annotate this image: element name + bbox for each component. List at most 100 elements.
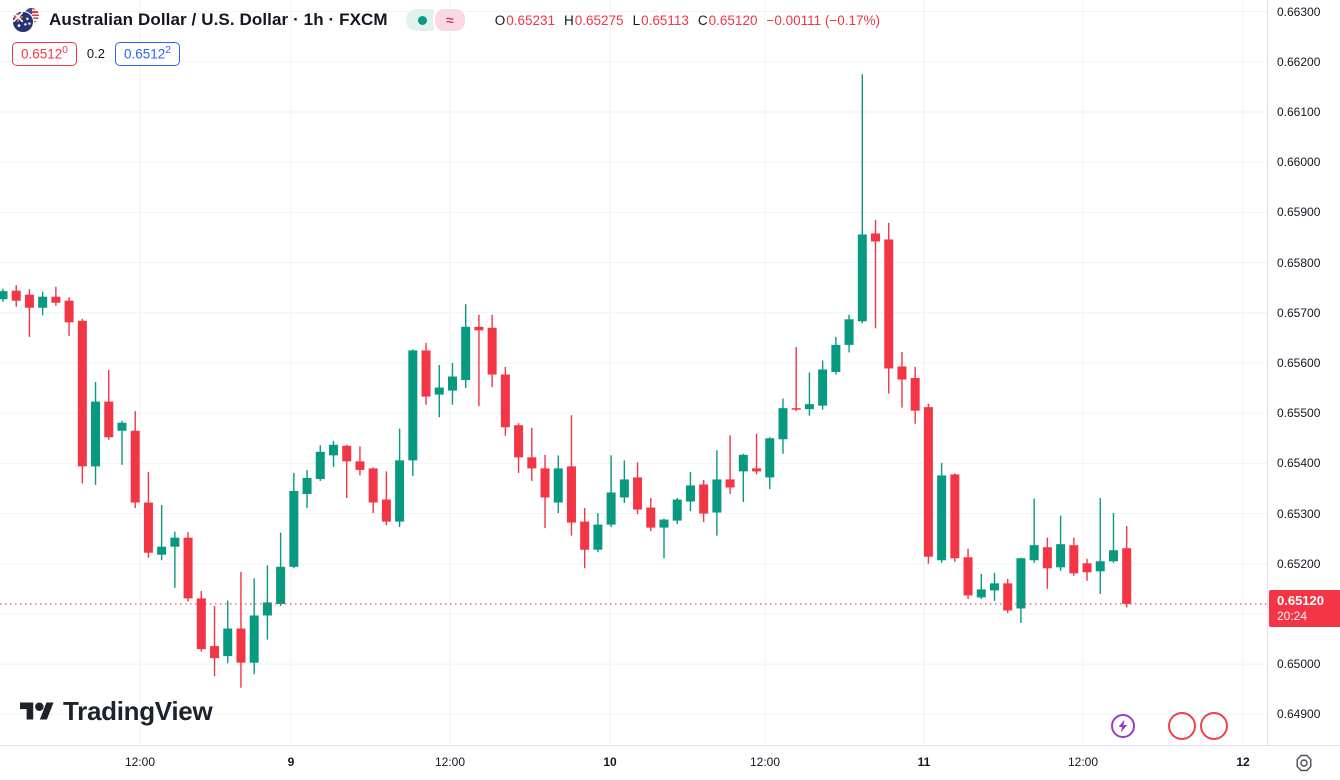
candle-body[interactable] xyxy=(1069,545,1079,574)
candle-body[interactable] xyxy=(38,296,48,308)
candle-body[interactable] xyxy=(143,502,153,553)
candle-body[interactable] xyxy=(11,290,21,301)
candle-body[interactable] xyxy=(699,484,709,514)
candle-body[interactable] xyxy=(196,598,206,650)
candle-body[interactable] xyxy=(447,376,457,391)
candle-body[interactable] xyxy=(1095,561,1105,572)
time-axis[interactable]: 12:00 9 12:00 10 12:00 11 12:00 12 xyxy=(0,745,1268,780)
candle-body[interactable] xyxy=(712,479,722,513)
candle-body[interactable] xyxy=(606,492,616,525)
candle-body[interactable] xyxy=(685,485,695,502)
candle-body[interactable] xyxy=(857,234,867,322)
candle-body[interactable] xyxy=(434,387,444,395)
candle-body[interactable] xyxy=(223,628,233,657)
candle-body[interactable] xyxy=(64,300,74,323)
candle-body[interactable] xyxy=(500,374,510,428)
price-axis[interactable]: 0.65120 20:24 0.66300 0.66200 0.66100 0.660… xyxy=(1267,0,1340,745)
candle-body[interactable] xyxy=(884,239,894,369)
candle-body[interactable] xyxy=(752,468,762,472)
candle-body[interactable] xyxy=(553,468,563,503)
candle-body[interactable] xyxy=(249,615,259,663)
candle-body[interactable] xyxy=(355,461,365,470)
candle-body[interactable] xyxy=(910,378,920,411)
tradingview-watermark[interactable]: TradingView xyxy=(20,696,213,727)
candle-body[interactable] xyxy=(633,477,643,510)
candle-body[interactable] xyxy=(619,479,629,498)
candle-body[interactable] xyxy=(514,425,524,458)
candle-body[interactable] xyxy=(262,602,272,616)
candle-body[interactable] xyxy=(778,408,788,440)
candle-body[interactable] xyxy=(646,507,656,528)
candle-body[interactable] xyxy=(210,646,220,659)
candle-body[interactable] xyxy=(117,422,127,431)
candle-body[interactable] xyxy=(91,401,101,467)
candle-body[interactable] xyxy=(976,589,986,598)
candle-body[interactable] xyxy=(170,537,180,547)
candle-body[interactable] xyxy=(818,369,828,406)
candle-body[interactable] xyxy=(871,233,881,242)
candle-body[interactable] xyxy=(1029,545,1039,561)
candle-body[interactable] xyxy=(130,430,140,503)
candle-body[interactable] xyxy=(77,320,87,467)
candle-body[interactable] xyxy=(990,583,999,591)
candlestick-chart[interactable] xyxy=(0,0,1268,745)
candle-body[interactable] xyxy=(1042,547,1052,569)
candle-body[interactable] xyxy=(1003,583,1013,611)
candle-body[interactable] xyxy=(540,468,550,498)
candle-body[interactable] xyxy=(315,451,325,479)
candle-body[interactable] xyxy=(302,477,312,494)
candle-body[interactable] xyxy=(1056,544,1066,568)
candle-body[interactable] xyxy=(157,546,167,555)
candle-body[interactable] xyxy=(527,457,537,469)
candle-body[interactable] xyxy=(368,468,378,503)
delayed-data-pill[interactable]: ≈ xyxy=(432,7,467,33)
candle-body[interactable] xyxy=(329,444,338,456)
candle-body[interactable] xyxy=(408,350,418,461)
candle-body[interactable] xyxy=(950,474,960,559)
candle-body[interactable] xyxy=(1082,563,1092,573)
candle-body[interactable] xyxy=(937,475,947,561)
candle-body[interactable] xyxy=(236,628,246,663)
candle-body[interactable] xyxy=(738,454,748,472)
candle-body[interactable] xyxy=(342,445,352,462)
price-scale-settings-icon[interactable] xyxy=(1293,752,1315,774)
candle-body[interactable] xyxy=(765,438,775,478)
candle-body[interactable] xyxy=(289,490,299,567)
candle-body[interactable] xyxy=(104,401,114,438)
candle-body[interactable] xyxy=(923,407,933,557)
candle-body[interactable] xyxy=(381,499,391,522)
candle-body[interactable] xyxy=(487,327,497,375)
us-economic-event-icon[interactable] xyxy=(1200,712,1228,740)
candle-body[interactable] xyxy=(183,537,193,599)
us-economic-event-icon[interactable] xyxy=(1168,712,1196,740)
candle-body[interactable] xyxy=(51,296,61,303)
candle-body[interactable] xyxy=(1108,550,1118,562)
candle-body[interactable] xyxy=(395,460,405,522)
candle-body[interactable] xyxy=(421,350,431,397)
candle-body[interactable] xyxy=(725,479,735,488)
candle-body[interactable] xyxy=(804,404,814,410)
bid-button[interactable]: 0.65120 xyxy=(12,42,77,66)
candle-body[interactable] xyxy=(566,466,576,523)
candle-body[interactable] xyxy=(672,499,682,521)
symbol-title[interactable]: Australian Dollar / U.S. Dollar · 1h · F… xyxy=(49,10,388,29)
candle-body[interactable] xyxy=(0,291,8,300)
candle-body[interactable] xyxy=(659,519,669,528)
candle-body[interactable] xyxy=(963,557,973,596)
candle-body[interactable] xyxy=(593,524,603,550)
candle-body[interactable] xyxy=(844,319,854,345)
candle-body[interactable] xyxy=(897,366,907,380)
candle-body[interactable] xyxy=(1016,558,1026,609)
candle-body[interactable] xyxy=(1122,548,1132,604)
candle-body[interactable] xyxy=(791,408,801,410)
candle-body[interactable] xyxy=(580,521,590,550)
audusd-flag-icon[interactable] xyxy=(12,7,39,33)
candle-body[interactable] xyxy=(24,294,34,308)
candle-body[interactable] xyxy=(831,344,841,372)
ask-button[interactable]: 0.65122 xyxy=(114,42,180,66)
lightning-event-icon[interactable] xyxy=(1110,713,1136,739)
market-status-pill[interactable] xyxy=(405,9,440,31)
candle-body[interactable] xyxy=(461,326,471,381)
candle-body[interactable] xyxy=(474,326,484,331)
candle-body[interactable] xyxy=(276,566,286,604)
